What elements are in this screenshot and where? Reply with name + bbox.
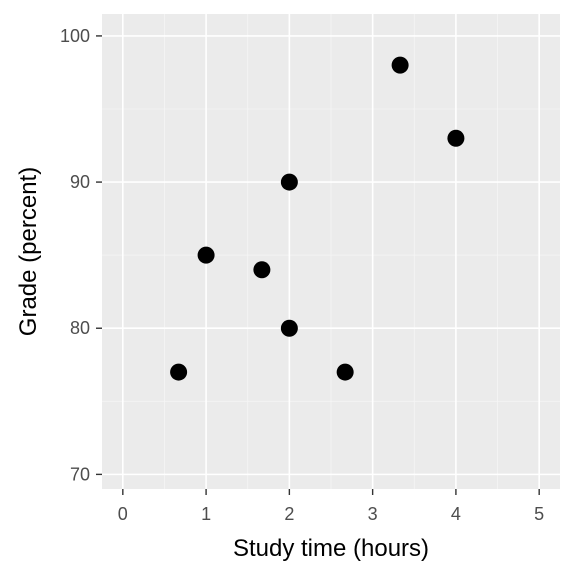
y-tick-label: 70 [70, 464, 90, 484]
data-point [336, 363, 354, 381]
data-points [170, 56, 465, 381]
x-tick-label: 1 [201, 504, 211, 524]
data-point [170, 363, 188, 381]
y-tick-label: 100 [60, 26, 90, 46]
data-point [447, 129, 465, 147]
data-point [391, 56, 409, 74]
x-tick-label: 5 [534, 504, 544, 524]
x-tick-label: 4 [451, 504, 461, 524]
data-point [280, 319, 298, 337]
data-point [253, 261, 271, 279]
x-tick-label: 0 [118, 504, 128, 524]
data-point [280, 173, 298, 191]
x-tick-label: 3 [368, 504, 378, 524]
y-tick-label: 90 [70, 172, 90, 192]
y-axis-title: Grade (percent) [15, 167, 42, 336]
grid-minor [102, 14, 560, 489]
data-point [197, 246, 215, 264]
x-axis: 0 1 2 3 4 5 [118, 489, 544, 524]
x-axis-title: Study time (hours) [233, 535, 429, 562]
x-tick-label: 2 [284, 504, 294, 524]
y-tick-label: 80 [70, 318, 90, 338]
y-axis: 70 80 90 100 [60, 26, 102, 484]
